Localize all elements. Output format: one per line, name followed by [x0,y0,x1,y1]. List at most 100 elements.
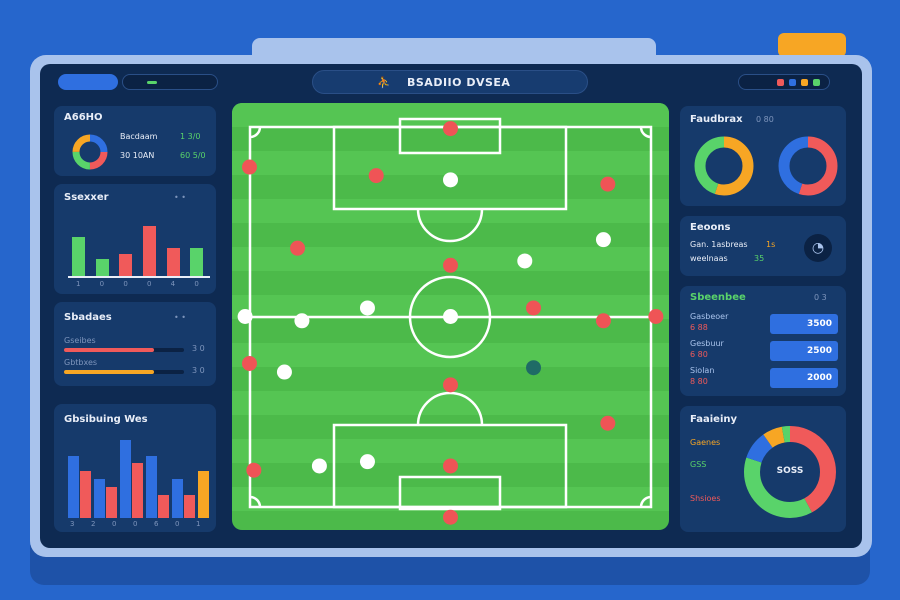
progress-track [64,370,184,374]
progress-value: 3 0 [192,366,205,375]
grouped-bar-ticks: 3 2 0 0 6 0 1 [66,520,212,530]
bar-chart-menu-icon[interactable]: • • [174,193,186,202]
donut-segment [744,426,836,518]
player-white[interactable] [443,309,458,324]
tick-label: 1 [76,280,81,288]
player-red[interactable] [648,309,664,324]
donut-segment [694,136,754,196]
stats-row-sub: 6 88 [690,323,708,332]
grouped-bar [132,463,143,518]
tick-label: 4 [170,280,176,288]
stats-value-button[interactable]: 2500 [770,341,838,361]
donut-chart-2 [778,136,838,196]
progress-label: Gseibes [64,336,96,345]
pitch-stripe [232,391,669,415]
summary-panel: A66HO Bacdaam 1 3/0 30 10AN 60 5/0 [54,106,216,176]
donut-segment [744,426,836,518]
possession-label-1: Gaenes [690,438,721,447]
player-red[interactable] [368,168,384,184]
donut-segment [72,134,108,170]
bottom-goal-box [398,475,502,511]
tick-label: 0 [112,520,117,528]
progress-label: Gbtbxes [64,358,98,367]
player-red[interactable] [241,355,257,371]
tick-label: 0 [123,280,128,288]
stats-title: Sbeenbee [690,292,746,303]
player-white[interactable] [237,309,253,324]
player-red[interactable] [246,462,262,478]
player-white[interactable] [443,172,458,188]
progress-title: Sbadaes [64,312,112,323]
corner-arc-tl [249,126,262,139]
status-indicator-bar [738,74,830,90]
pitch-stripe [232,151,669,175]
donut-panel: Faudbrax 0 80 [680,106,846,206]
progress-menu-icon[interactable]: • • [174,313,186,322]
player-red[interactable] [600,176,616,192]
player-white[interactable] [311,458,327,474]
grouped-bar [158,494,169,518]
player-red[interactable] [443,509,458,525]
corner-tab [778,33,846,57]
player-red[interactable] [443,377,458,393]
player-red[interactable] [443,121,458,137]
summary-row-1-label: Bacdaam [120,132,158,141]
player-white[interactable] [517,253,533,269]
player-white[interactable] [276,364,292,380]
stats-value-button[interactable]: 2000 [770,368,838,388]
stats-row-label: Siolan [690,366,715,375]
player-red[interactable] [600,415,616,431]
status-dot [789,79,796,86]
bottom-penalty-box [332,423,568,509]
football-pitch[interactable] [232,103,669,530]
grouped-bar [94,479,105,518]
summary-row-2-label: 30 10AN [120,151,155,160]
grouped-bar [198,471,209,518]
player-red[interactable] [595,313,611,329]
progress-track [64,348,184,352]
title-bar: ⛹ BSADIIO DVSEA [40,64,862,100]
donut-segment [778,136,838,196]
grouped-bar [172,479,183,518]
player-white[interactable] [595,232,611,248]
player-red[interactable] [290,240,306,256]
player-teal[interactable] [526,360,542,376]
tick-label: 0 [175,520,180,528]
player-white[interactable] [359,300,375,316]
donut-segment [72,134,108,170]
info-row-2-value: 35 [754,254,765,263]
bar [95,259,109,276]
title-pill: ⛹ BSADIIO DVSEA [312,70,588,94]
player-red[interactable] [443,458,458,474]
player-white[interactable] [359,454,375,470]
info-row-2-label: weelnaas [690,254,728,263]
bar [119,253,133,276]
stats-subtitle: 0 3 [814,293,827,302]
center-circle [408,275,492,359]
player-white[interactable] [294,313,310,329]
stats-row-sub: 6 80 [690,350,708,359]
bar-chart-plot [68,222,210,278]
bar-chart-title: Ssexxer [64,192,109,203]
info-row-1-value: 1s [766,240,776,249]
pitch-stripe [232,343,669,367]
toggle-indicator [147,81,157,84]
info-panel: Eeoons Gan. 1asbreas 1s weelnaas 35 ◔ [680,216,846,276]
player-red[interactable] [443,257,458,273]
stats-value-button[interactable]: 3500 [770,314,838,334]
bar-chart-ticks: 1 0 0 0 4 0 [68,280,210,290]
player-red[interactable] [241,159,257,175]
stats-row-sub: 8 80 [690,377,708,386]
tick-label: 3 [70,520,75,528]
grouped-bar-title: Gbsibuing Wes [64,414,148,425]
player-red[interactable] [526,300,542,316]
status-dot [801,79,808,86]
grouped-bar [146,455,157,518]
info-badge-icon: ◔ [804,234,832,262]
possession-title: Faaieiny [690,414,738,425]
view-toggle-active[interactable] [58,74,118,90]
progress-fill [64,348,154,352]
view-toggle-inactive[interactable] [122,74,218,90]
possession-label-2: GSS [690,460,707,469]
